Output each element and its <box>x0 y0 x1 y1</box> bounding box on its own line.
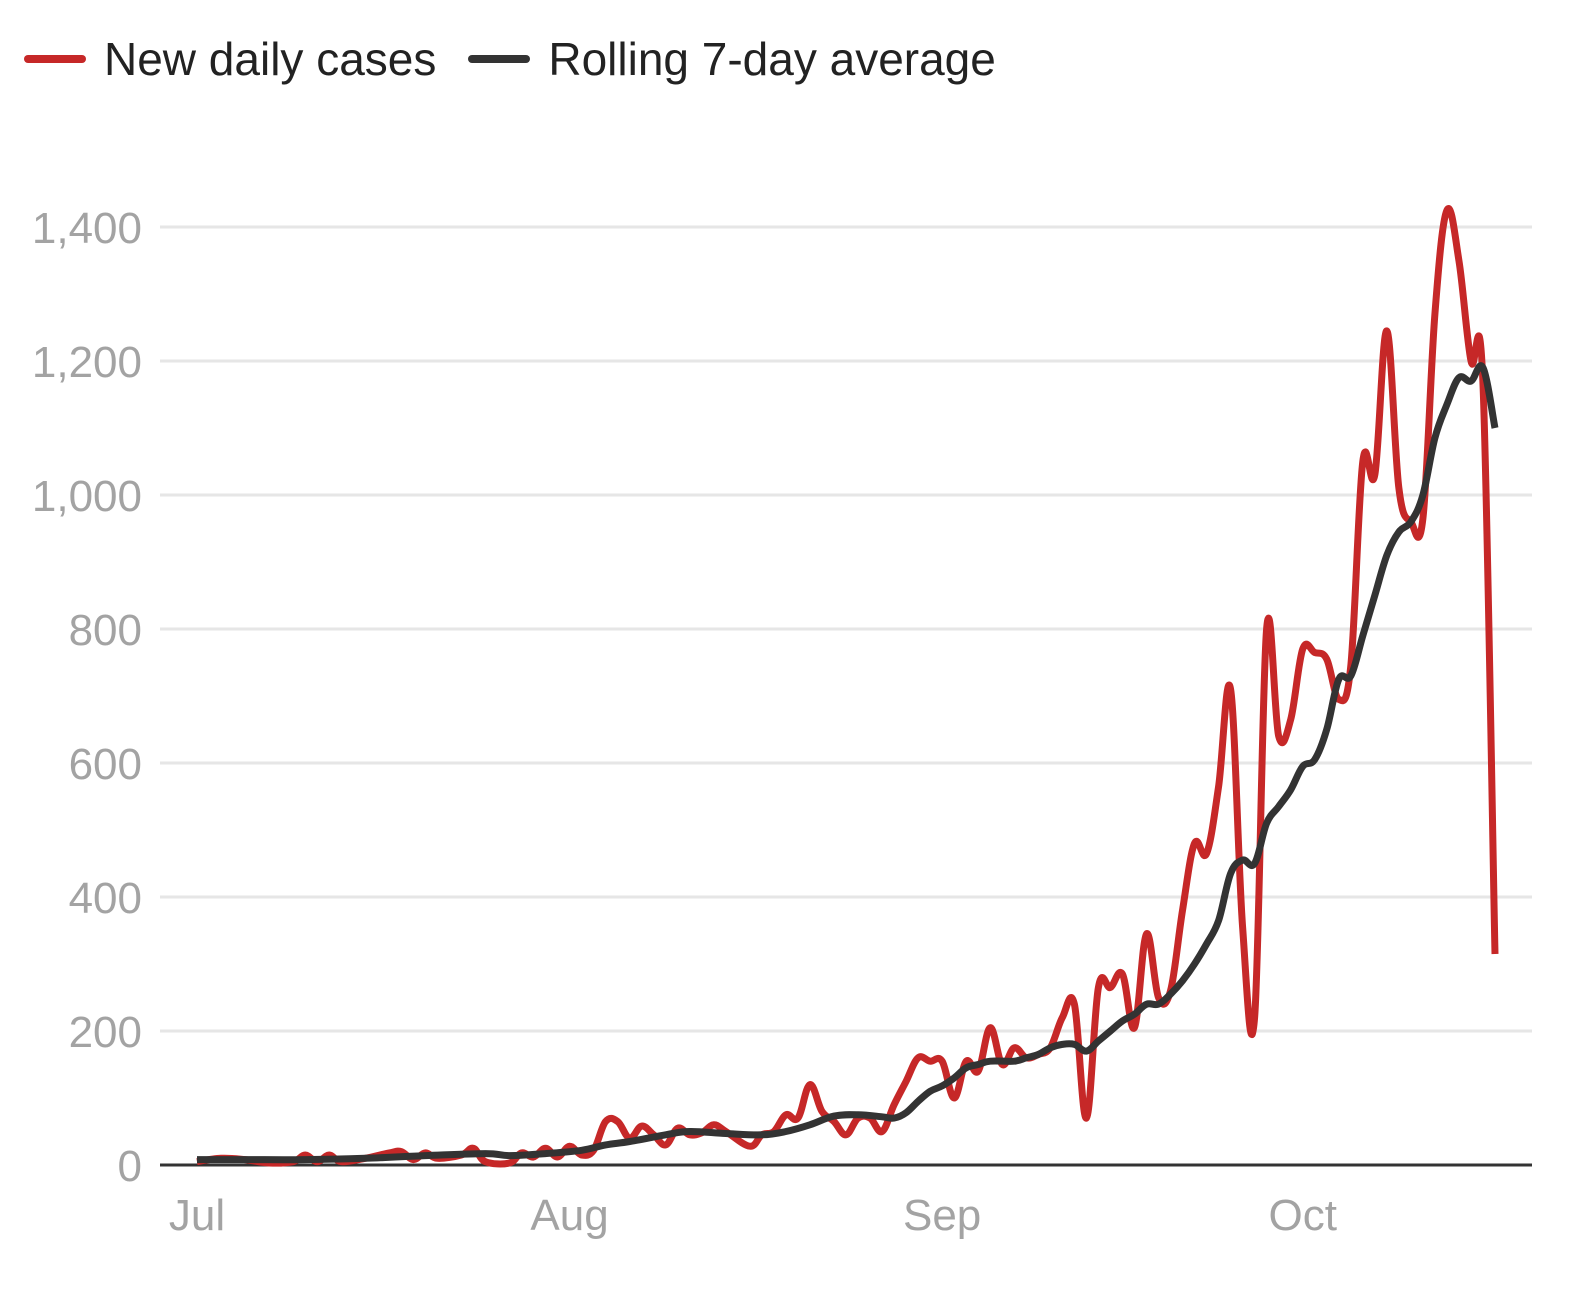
y-tick-label: 1,200 <box>32 338 142 387</box>
x-tick-label: Oct <box>1268 1191 1336 1240</box>
gridlines <box>160 225 1532 1033</box>
x-axis: Jul Aug Sep Oct <box>160 1163 1532 1240</box>
y-tick-label: 200 <box>69 1008 142 1057</box>
x-tick-label: Aug <box>530 1191 608 1240</box>
y-tick-label: 1,400 <box>32 204 142 253</box>
series-lines <box>196 205 1499 1168</box>
y-tick-label: 600 <box>69 740 142 789</box>
y-tick-label: 1,000 <box>32 472 142 521</box>
y-axis: 0 200 400 600 800 1,000 1,200 1,400 <box>32 204 142 1191</box>
series-line-rolling-7-day-average <box>196 362 1499 1164</box>
legend-label: Rolling 7-day average <box>548 33 996 85</box>
legend-item-rolling-average: Rolling 7-day average <box>468 36 996 82</box>
y-tick-label: 0 <box>118 1142 142 1191</box>
x-tick-label: Sep <box>903 1191 981 1240</box>
legend-item-new-daily-cases: New daily cases <box>24 36 436 82</box>
legend-label: New daily cases <box>104 33 437 85</box>
legend-swatch-black <box>468 55 531 63</box>
y-tick-label: 400 <box>69 874 142 923</box>
x-tick-label: Jul <box>169 1191 225 1240</box>
chart-legend: New daily cases Rolling 7-day average <box>24 36 996 82</box>
legend-swatch-red <box>24 55 86 63</box>
series-line-new-daily-cases <box>196 205 1499 1168</box>
y-tick-label: 800 <box>69 606 142 655</box>
